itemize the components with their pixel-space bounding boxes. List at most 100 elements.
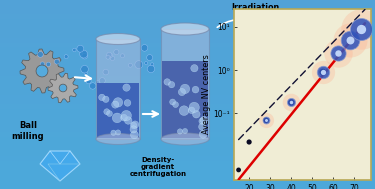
Text: Density-
gradient
centrifugation: Density- gradient centrifugation — [129, 157, 186, 177]
Circle shape — [113, 98, 123, 107]
Circle shape — [84, 72, 87, 75]
Circle shape — [112, 113, 122, 123]
Circle shape — [192, 110, 200, 118]
Bar — [161, 29, 209, 139]
Circle shape — [81, 65, 88, 73]
Circle shape — [283, 33, 287, 37]
Bar — [0, 71, 375, 76]
Circle shape — [124, 100, 131, 106]
Point — [320, 70, 326, 74]
Bar — [0, 47, 375, 52]
Circle shape — [128, 63, 132, 67]
Bar — [0, 24, 375, 28]
Bar — [96, 39, 140, 139]
Point — [236, 168, 242, 171]
Circle shape — [147, 65, 154, 73]
Ellipse shape — [240, 25, 300, 43]
Polygon shape — [40, 151, 80, 181]
Circle shape — [172, 102, 178, 108]
Circle shape — [183, 129, 188, 134]
Point — [347, 38, 353, 41]
Circle shape — [99, 78, 105, 84]
Circle shape — [179, 106, 189, 115]
Bar — [0, 118, 375, 123]
Bar — [0, 52, 375, 57]
Circle shape — [150, 63, 154, 66]
Circle shape — [108, 53, 112, 58]
Circle shape — [192, 86, 199, 93]
Circle shape — [130, 126, 137, 133]
Circle shape — [99, 94, 105, 101]
Point — [334, 51, 340, 54]
Circle shape — [177, 129, 183, 134]
Bar — [97, 83, 139, 138]
Circle shape — [106, 55, 110, 59]
Point — [263, 119, 269, 122]
Point — [320, 70, 326, 74]
Circle shape — [263, 28, 267, 32]
Circle shape — [273, 31, 277, 35]
Bar — [0, 109, 375, 113]
Circle shape — [124, 117, 132, 124]
Point — [358, 27, 364, 30]
Bar — [0, 80, 375, 85]
Circle shape — [40, 62, 45, 66]
Bar — [0, 123, 375, 128]
Bar — [0, 76, 375, 80]
Bar — [0, 57, 375, 61]
Point — [334, 51, 340, 54]
Bar — [0, 170, 375, 175]
Circle shape — [260, 34, 264, 38]
Circle shape — [147, 55, 153, 60]
Point — [288, 101, 294, 104]
Point — [263, 119, 269, 122]
Bar — [0, 132, 375, 137]
Circle shape — [86, 79, 91, 84]
Circle shape — [77, 45, 84, 52]
Point — [358, 27, 364, 30]
Circle shape — [168, 81, 175, 88]
Point — [347, 38, 353, 41]
Circle shape — [103, 69, 108, 75]
Bar — [0, 43, 375, 47]
Point — [288, 101, 294, 104]
Bar — [0, 161, 375, 165]
Circle shape — [250, 30, 254, 34]
Circle shape — [82, 53, 87, 59]
Circle shape — [121, 110, 132, 121]
Circle shape — [36, 65, 48, 77]
Ellipse shape — [161, 23, 209, 35]
Circle shape — [104, 109, 110, 115]
Bar — [0, 184, 375, 189]
Bar — [0, 61, 375, 66]
Bar — [0, 151, 375, 156]
Ellipse shape — [96, 133, 140, 145]
Bar — [0, 94, 375, 99]
Text: He: He — [317, 15, 331, 23]
Bar — [0, 146, 375, 151]
Point — [320, 70, 326, 74]
Bar — [0, 142, 375, 146]
Bar — [0, 165, 375, 170]
Bar — [162, 61, 208, 138]
Circle shape — [112, 101, 119, 108]
Bar — [0, 104, 375, 109]
Circle shape — [54, 59, 59, 64]
Circle shape — [199, 123, 206, 130]
Circle shape — [111, 130, 116, 135]
Circle shape — [170, 99, 176, 105]
Circle shape — [278, 27, 282, 31]
Circle shape — [135, 61, 143, 69]
Circle shape — [189, 102, 200, 112]
Bar — [0, 90, 375, 94]
Text: Ball
milling: Ball milling — [12, 121, 44, 141]
Circle shape — [191, 65, 198, 72]
Circle shape — [130, 122, 137, 129]
Circle shape — [114, 50, 119, 55]
Circle shape — [145, 62, 148, 65]
Circle shape — [38, 52, 43, 57]
Point — [288, 101, 294, 104]
Circle shape — [64, 55, 68, 59]
Circle shape — [46, 62, 51, 67]
Circle shape — [107, 52, 112, 57]
